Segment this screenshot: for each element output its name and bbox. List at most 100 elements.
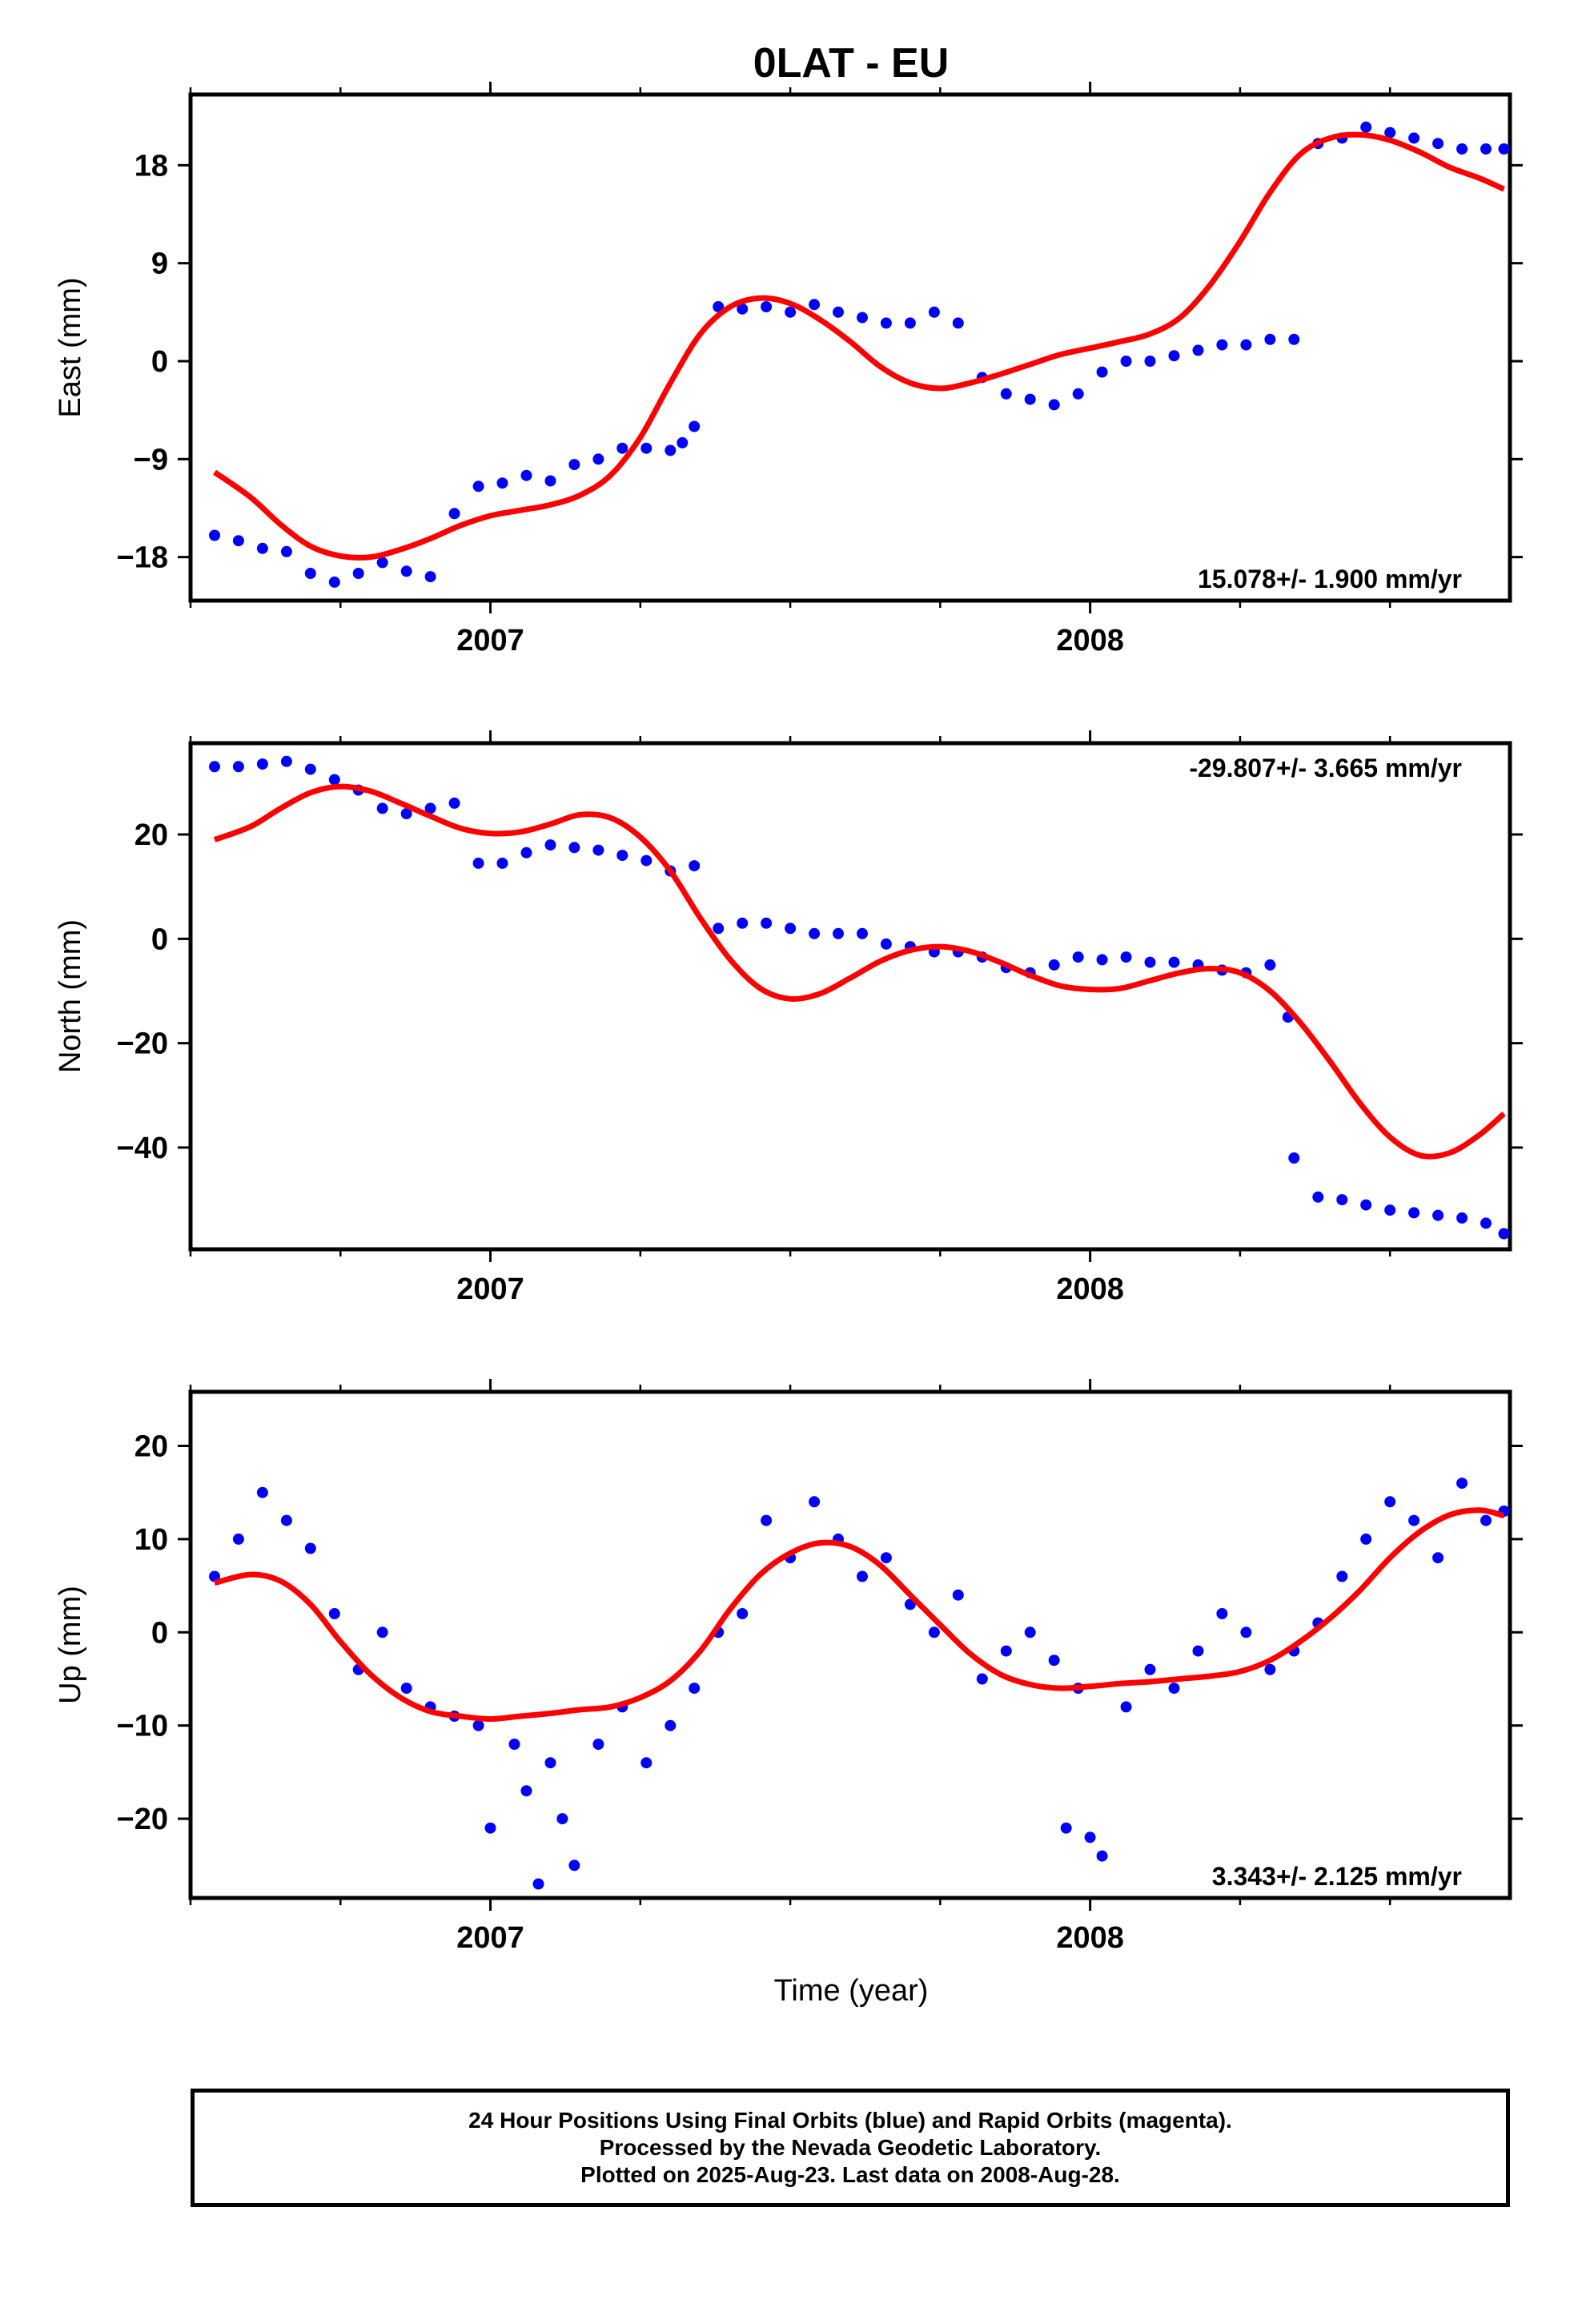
up-point	[1432, 1552, 1444, 1564]
east-frame	[188, 92, 1512, 603]
up-point	[1384, 1496, 1396, 1508]
east-point	[592, 453, 604, 465]
east-point	[448, 508, 460, 520]
up-ytick-label: 0	[151, 1616, 168, 1650]
north-point	[1336, 1194, 1348, 1206]
north-point	[304, 763, 316, 775]
east-point	[761, 301, 773, 312]
up-point	[376, 1626, 388, 1638]
north-point	[1072, 951, 1084, 963]
north-point	[1264, 959, 1276, 971]
up-point	[1360, 1533, 1372, 1545]
north-point	[376, 802, 388, 814]
up-point	[209, 1570, 220, 1582]
up-point	[328, 1608, 340, 1619]
east-point	[1120, 356, 1132, 367]
east-point	[1480, 143, 1492, 155]
north-point	[1360, 1199, 1372, 1211]
up-ytick-label: −10	[117, 1710, 168, 1743]
north-point	[424, 802, 436, 814]
north-point	[568, 842, 580, 854]
north-point	[256, 758, 268, 770]
east-point	[1096, 366, 1108, 378]
east-point	[1144, 356, 1156, 367]
north-point	[520, 846, 532, 858]
north-point	[472, 857, 484, 869]
up-point	[1168, 1683, 1180, 1695]
up-point	[1120, 1701, 1132, 1713]
north-point	[833, 927, 844, 939]
up-xtick-label: 2008	[1056, 1921, 1124, 1955]
east-point	[1192, 344, 1204, 356]
chart-title: 0LAT - EU	[753, 40, 950, 86]
footer-box: 24 Hour Positions Using Final Orbits (bl…	[191, 2089, 1510, 2207]
up-point	[556, 1813, 568, 1825]
up-ytick-label: 10	[135, 1523, 168, 1557]
up-point	[520, 1785, 532, 1797]
up-point	[1240, 1626, 1252, 1638]
up-point	[1048, 1655, 1060, 1667]
east-point	[1264, 333, 1276, 345]
east-ytick-label: −18	[117, 541, 168, 575]
north-point	[880, 938, 892, 950]
east-point	[424, 571, 436, 583]
up-point	[857, 1570, 868, 1582]
north-ytick-label: 0	[151, 923, 168, 956]
east-point	[677, 436, 689, 448]
up-fit-line	[214, 1507, 1505, 1722]
east-point	[280, 545, 292, 557]
north-point	[1168, 956, 1180, 968]
east-ytick-label: 0	[151, 345, 168, 379]
up-point	[400, 1683, 412, 1695]
north-point	[809, 927, 821, 939]
east-point	[737, 303, 749, 315]
north-rate-label: -29.807+/- 3.665 mm/yr	[1189, 754, 1462, 782]
east-point	[1240, 339, 1252, 351]
north-point	[1048, 959, 1060, 971]
east-points	[209, 121, 1510, 588]
north-point	[857, 927, 868, 939]
east-point	[952, 317, 964, 329]
east-point	[520, 469, 532, 481]
up-point	[508, 1739, 520, 1750]
east-point	[472, 480, 484, 493]
up-point	[1408, 1514, 1420, 1526]
up-ytick-label: 20	[135, 1430, 168, 1464]
east-point	[689, 420, 701, 432]
footer-line-dates: Plotted on 2025-Aug-23. Last data on 200…	[580, 2162, 1120, 2187]
up-points	[209, 1478, 1510, 1890]
north-point	[640, 854, 652, 866]
east-ytick-label: −9	[134, 443, 168, 476]
east-point	[1168, 350, 1180, 362]
up-point	[568, 1860, 580, 1872]
up-point	[689, 1683, 701, 1695]
up-point	[1096, 1850, 1108, 1862]
up-panel: 2007 2008 −20 −10 0 10 20 Up (mm) 3.343+/- 2.125…	[54, 1379, 1523, 1955]
north-point	[1408, 1207, 1420, 1219]
north-point	[785, 923, 797, 935]
up-point	[484, 1822, 496, 1834]
up-point	[1456, 1478, 1468, 1490]
up-point	[880, 1552, 892, 1564]
east-point	[1000, 388, 1012, 400]
east-ytick-label: 18	[135, 149, 168, 183]
up-point	[1192, 1645, 1204, 1657]
east-point	[640, 442, 652, 454]
north-ytick-label: −20	[117, 1027, 168, 1061]
east-point	[1024, 393, 1036, 405]
east-rate-label: 15.078+/- 1.900 mm/yr	[1198, 565, 1462, 593]
up-point	[304, 1542, 316, 1554]
east-point	[352, 568, 364, 579]
north-point	[1096, 954, 1108, 966]
north-point	[616, 850, 628, 862]
up-point	[640, 1757, 652, 1769]
east-point	[568, 459, 580, 471]
north-point	[1312, 1191, 1324, 1203]
east-point	[809, 299, 821, 311]
north-point	[328, 774, 340, 786]
north-point	[1144, 956, 1156, 968]
east-xtick-label: 2007	[456, 624, 524, 657]
up-point	[544, 1757, 556, 1769]
north-point	[1432, 1209, 1444, 1221]
